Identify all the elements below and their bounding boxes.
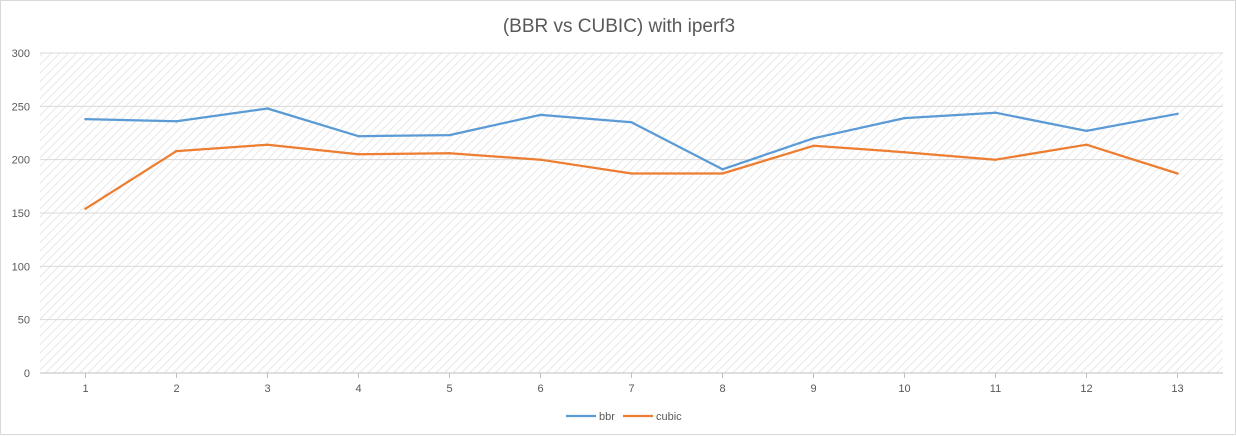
data-point-bbr	[721, 168, 724, 171]
data-point-cubic	[266, 143, 269, 146]
data-point-cubic	[539, 158, 542, 161]
data-point-cubic	[630, 172, 633, 175]
y-tick-label: 200	[12, 155, 30, 167]
data-point-bbr	[448, 133, 451, 137]
data-point-bbr	[84, 117, 87, 121]
data-point-cubic	[84, 207, 87, 210]
chart-title: (BBR vs CUBIC) with iperf3	[503, 16, 735, 37]
y-tick-label: 150	[12, 208, 30, 220]
data-point-bbr	[1085, 129, 1088, 133]
data-point-cubic	[448, 152, 451, 155]
x-tick-label: 6	[537, 383, 543, 395]
data-point-bbr	[903, 116, 906, 120]
data-point-cubic	[903, 151, 906, 154]
data-point-bbr	[812, 137, 815, 140]
x-tick-label: 2	[173, 383, 179, 395]
data-point-cubic	[1085, 143, 1088, 146]
x-tick-label: 7	[628, 383, 634, 395]
data-point-bbr	[175, 120, 178, 123]
x-tick-label: 3	[264, 383, 270, 395]
y-tick-label: 50	[18, 315, 30, 327]
y-axis-tick-labels: 0 50 100 150 200 250 300	[12, 48, 30, 380]
data-point-cubic	[175, 149, 178, 153]
series-lines	[84, 107, 1179, 210]
x-tick-label: 12	[1080, 383, 1092, 395]
y-tick-label: 250	[12, 101, 30, 113]
data-point-cubic	[812, 144, 815, 147]
x-tick-label: 13	[1171, 383, 1183, 395]
data-point-bbr	[1176, 112, 1179, 116]
x-tick-label: 10	[898, 383, 910, 395]
data-point-bbr	[630, 121, 633, 124]
y-tick-label: 0	[24, 368, 30, 380]
data-point-bbr	[357, 135, 360, 138]
y-tick-label: 100	[12, 261, 30, 273]
x-tick-label: 4	[355, 383, 361, 395]
legend-item-bbr: bbr	[566, 411, 615, 423]
legend-label: bbr	[599, 411, 615, 423]
x-tick-label: 9	[810, 383, 816, 395]
data-point-bbr	[266, 107, 269, 110]
data-point-cubic	[994, 158, 997, 161]
x-tick-label: 1	[82, 383, 88, 395]
x-tick-label: 8	[719, 383, 725, 395]
data-point-bbr	[539, 113, 542, 117]
data-point-cubic	[1176, 172, 1179, 175]
y-tick-label: 300	[12, 48, 30, 60]
data-point-cubic	[357, 153, 360, 156]
x-axis-tick-labels: 1 2 3 4 5 6 7 8 9 10 11 12 13	[82, 373, 1184, 395]
gridlines	[40, 52, 1223, 374]
x-tick-label: 11	[990, 383, 1001, 395]
data-point-cubic	[721, 172, 724, 175]
x-tick-label: 5	[446, 383, 452, 395]
legend: bbr cubic	[566, 411, 682, 423]
legend-item-cubic: cubic	[623, 411, 682, 423]
data-point-bbr	[994, 111, 997, 114]
legend-label: cubic	[656, 411, 682, 423]
